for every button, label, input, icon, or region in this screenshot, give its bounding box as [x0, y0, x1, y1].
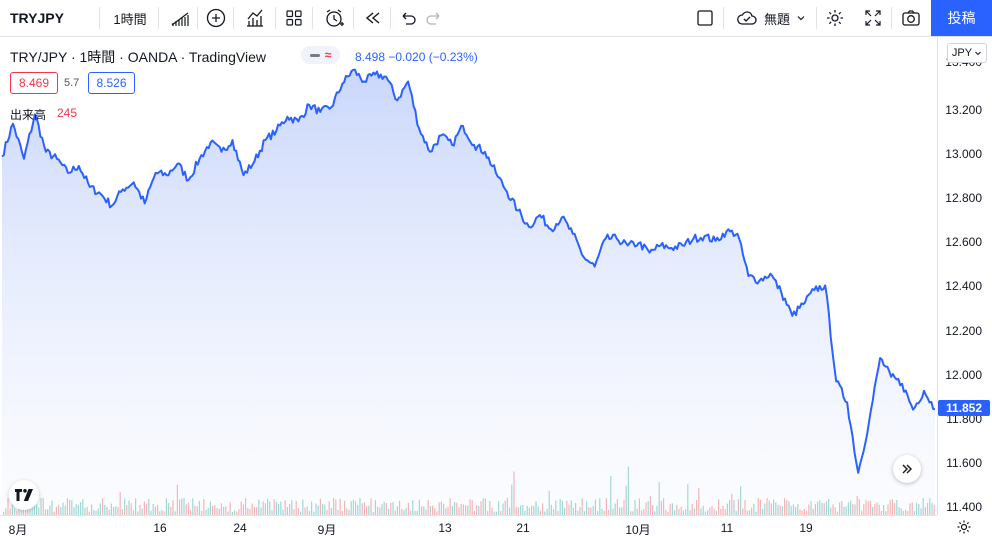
- toolbar-divider: [723, 7, 724, 29]
- indicators-button[interactable]: [240, 0, 270, 36]
- price-tick: 12.200: [945, 324, 982, 338]
- toolbar-divider: [158, 7, 159, 29]
- last-price-label: 11.852: [938, 400, 990, 416]
- time-tick: 13: [438, 521, 452, 535]
- fullscreen-toggle-button[interactable]: [692, 0, 718, 36]
- volume-legend-label[interactable]: 出来高: [10, 108, 47, 122]
- price-scale[interactable]: 13.400 13.200 13.000 12.800 12.600 12.40…: [937, 37, 992, 515]
- legend-price-change: 8.498 −0.020 (−0.23%): [355, 50, 478, 64]
- minus-icon: [309, 53, 320, 57]
- replay-button[interactable]: [360, 0, 386, 36]
- time-scale[interactable]: 8月 16 24 9月 13 21 10月 11 19: [0, 515, 937, 537]
- chevron-down-icon: [975, 51, 981, 56]
- time-tick: 9月: [317, 523, 337, 537]
- time-tick: 8月: [8, 523, 28, 537]
- compare-button[interactable]: [202, 0, 230, 36]
- time-tick: 10月: [625, 523, 651, 537]
- layout-name: 無題: [763, 11, 790, 27]
- layout-button[interactable]: [280, 0, 308, 36]
- redo-icon: [426, 12, 440, 25]
- price-tick: 13.200: [945, 103, 982, 117]
- price-tick: 12.000: [945, 368, 982, 382]
- gear-icon: [827, 10, 843, 26]
- legend-visibility-toggle[interactable]: ≈: [301, 46, 340, 64]
- bars-chart-icon: [171, 12, 189, 26]
- undo-icon: [402, 12, 416, 25]
- time-tick: 11: [720, 521, 734, 535]
- toolbar-divider: [99, 7, 100, 29]
- snapshot-button[interactable]: [897, 0, 925, 36]
- toolbar-divider: [816, 7, 817, 29]
- alert-button[interactable]: [319, 0, 349, 36]
- double-chevron-right-icon: [902, 464, 912, 474]
- toolbar-divider: [275, 7, 276, 29]
- price-tick: 11.400: [946, 500, 982, 514]
- price-tick: 11.600: [946, 456, 982, 470]
- top-toolbar: TRYJPY 1時間 無題: [0, 0, 992, 37]
- plus-circle-icon: [206, 8, 226, 28]
- toolbar-divider: [233, 7, 234, 29]
- time-tick: 21: [516, 521, 530, 535]
- time-tick: 19: [799, 521, 813, 535]
- price-tick: 12.600: [945, 235, 982, 249]
- square-icon: [697, 10, 713, 26]
- chart-type-button[interactable]: [165, 0, 195, 36]
- toolbar-divider: [197, 7, 198, 29]
- volume-legend-value: 245: [57, 106, 78, 120]
- rewind-icon: [365, 12, 380, 24]
- time-tick: 16: [153, 521, 167, 535]
- symbol-search-button[interactable]: TRYJPY: [10, 10, 64, 26]
- publish-button[interactable]: 投稿: [931, 0, 992, 36]
- undo-button[interactable]: [396, 0, 420, 36]
- legend-symbol-title[interactable]: TRY/JPY · 1時間 · OANDA · TradingView: [10, 49, 266, 65]
- price-area-fill: [2, 69, 935, 515]
- price-chart[interactable]: [0, 37, 937, 515]
- gear-icon: [957, 520, 971, 534]
- tradingview-logo-icon: [15, 489, 33, 501]
- toolbar-divider: [891, 7, 892, 29]
- price-tick: 13.000: [945, 147, 982, 161]
- expand-icon: [865, 10, 881, 26]
- camera-icon: [902, 10, 920, 26]
- chart-settings-button[interactable]: [956, 519, 972, 540]
- redo-button[interactable]: [422, 0, 446, 36]
- cloud-check-icon: [737, 11, 757, 25]
- currency-button[interactable]: JPY: [947, 43, 987, 63]
- tradingview-logo[interactable]: [9, 480, 39, 510]
- fullscreen-button[interactable]: [860, 0, 886, 36]
- indicators-icon: [247, 9, 263, 27]
- wave-icon: ≈: [324, 48, 332, 62]
- toolbar-divider: [353, 7, 354, 29]
- price-line: [1, 68, 935, 474]
- settings-button[interactable]: [822, 0, 848, 36]
- scroll-to-realtime-button[interactable]: [893, 455, 921, 483]
- buy-button[interactable]: 8.526: [88, 72, 135, 94]
- spread-value: 5.7: [64, 77, 80, 89]
- currency-label: JPY: [951, 47, 973, 59]
- time-tick: 24: [233, 521, 247, 535]
- grid-layout-icon: [286, 10, 302, 26]
- sell-button[interactable]: 8.469: [10, 72, 58, 94]
- price-tick: 12.800: [945, 191, 982, 205]
- toolbar-divider: [312, 7, 313, 29]
- chevron-down-icon: [797, 16, 805, 21]
- price-tick: 12.400: [945, 279, 982, 293]
- toolbar-divider: [390, 7, 391, 29]
- interval-button[interactable]: 1時間: [113, 11, 147, 27]
- alarm-clock-plus-icon: [326, 9, 344, 27]
- layout-save-menu[interactable]: 無題: [729, 0, 813, 36]
